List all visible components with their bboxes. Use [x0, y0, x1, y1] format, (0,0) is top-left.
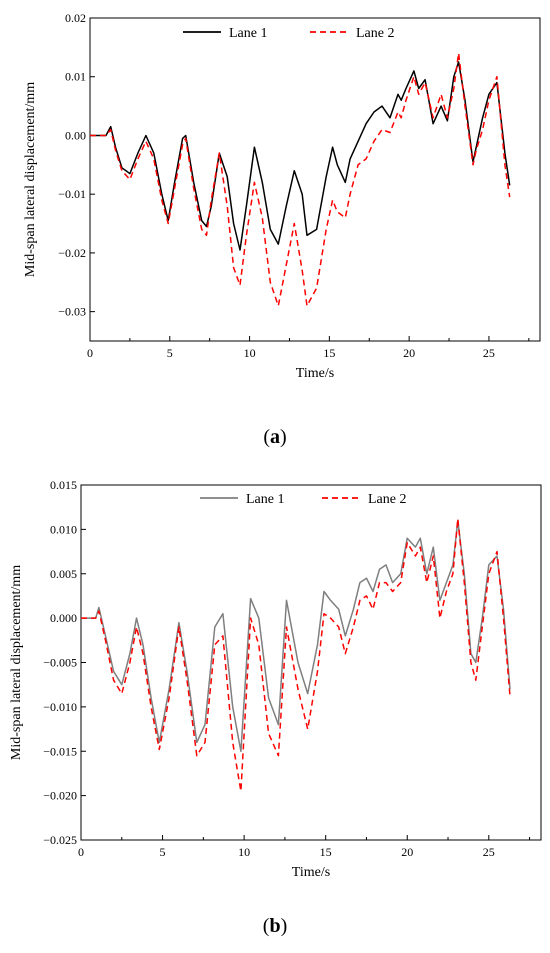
caption-a: (a) [263, 426, 287, 448]
x-tick-label: 0 [78, 845, 84, 859]
y-tick-label: −0.020 [43, 789, 77, 803]
y-tick-label: −0.005 [43, 656, 77, 670]
plot-frame [80, 484, 542, 841]
y-tick-label: 0.02 [65, 11, 86, 25]
y-tick-label: 0.010 [50, 522, 77, 536]
y-tick-label: 0.01 [65, 70, 86, 84]
x-tick-label: 20 [403, 346, 415, 360]
caption-a-label: a [270, 426, 280, 448]
y-tick-label: −0.03 [58, 305, 86, 319]
series-line-2 [81, 517, 511, 792]
x-tick-label: 15 [320, 845, 332, 859]
y-axis-label: Mid-span lateral displacement/mm [9, 565, 24, 760]
x-tick-label: 0 [87, 346, 93, 360]
y-tick-label: −0.01 [58, 187, 86, 201]
y-tick-label: 0.00 [65, 128, 86, 142]
series-line-1 [81, 519, 511, 753]
y-tick-label: −0.015 [43, 744, 77, 758]
y-axis-label: Mid-span lateral displacement/mm [23, 82, 38, 277]
y-tick-label: 0.000 [50, 611, 77, 625]
y-tick-label: 0.005 [50, 567, 77, 581]
x-tick-label: 10 [244, 346, 256, 360]
legend-label-1: Lane 1 [229, 26, 267, 41]
x-axis-label: Time/s [292, 865, 330, 880]
x-tick-label: 5 [167, 346, 173, 360]
y-tick-label: −0.010 [43, 700, 77, 714]
y-tick-label: −0.02 [58, 246, 86, 260]
x-tick-label: 15 [323, 346, 335, 360]
series-line-2 [90, 52, 511, 307]
legend-label-1: Lane 1 [246, 492, 284, 507]
x-tick-label: 10 [238, 845, 250, 859]
chart-panel-b: 0 5 10 15 20 25 −0.025 −0.020 −0.015 −0.010 −0.005… [9, 478, 542, 880]
caption-b: (b) [262, 915, 288, 937]
chart-panel-a: 0 5 10 15 20 25 −0.03 −0.02 −0.01 0.00 0.01 0.02 Tim… [23, 11, 541, 381]
legend-label-2: Lane 2 [356, 26, 394, 41]
x-tick-label: 25 [483, 845, 495, 859]
y-tick-label: −0.025 [43, 833, 77, 847]
y-tick-label: 0.015 [50, 478, 77, 492]
legend-label-2: Lane 2 [368, 492, 406, 507]
caption-b-label: b [269, 915, 281, 937]
x-tick-label: 5 [160, 845, 166, 859]
x-axis-label: Time/s [296, 366, 334, 381]
plot-frame [89, 17, 541, 342]
x-tick-label: 20 [401, 845, 413, 859]
x-tick-label: 25 [483, 346, 495, 360]
series-line-1 [90, 61, 511, 251]
